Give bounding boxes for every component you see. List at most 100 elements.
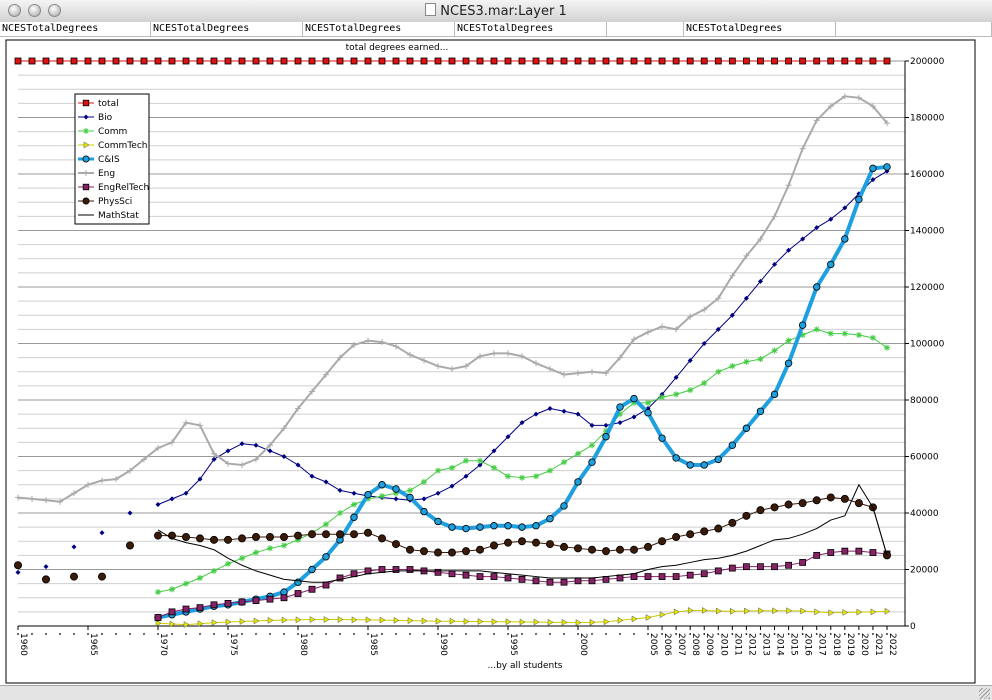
data-point	[658, 434, 666, 442]
x-tick-label: 2011	[732, 633, 742, 656]
legend-label: Eng	[98, 169, 115, 179]
data-point	[616, 403, 624, 411]
data-point	[322, 553, 330, 561]
column-header-row: NCESTotalDegrees NCESTotalDegrees NCESTo…	[0, 22, 992, 37]
data-point	[700, 57, 708, 65]
data-point	[463, 457, 469, 464]
data-point	[574, 57, 582, 65]
data-point	[70, 57, 78, 65]
data-point	[336, 574, 344, 582]
data-point	[714, 567, 722, 575]
x-tick-label: 2015	[789, 633, 799, 656]
data-point	[211, 450, 217, 457]
minimize-window-button[interactable]	[28, 4, 41, 17]
x-minor-tick	[493, 633, 495, 635]
window-title-text: NCES3.mar:Layer 1	[440, 4, 567, 19]
legend-item: Comm	[78, 127, 127, 137]
plot-frame	[5, 39, 976, 684]
data-point	[181, 533, 190, 542]
data-point	[197, 422, 203, 429]
data-point	[126, 57, 134, 65]
series-engreltech	[154, 547, 891, 621]
data-point	[617, 354, 623, 361]
data-point	[799, 559, 807, 566]
data-point	[771, 213, 778, 220]
data-point	[225, 448, 231, 454]
data-point	[588, 57, 596, 65]
data-point	[855, 57, 863, 65]
data-point	[560, 502, 568, 510]
x-minor-tick	[437, 633, 439, 635]
data-point	[714, 524, 723, 533]
data-point	[546, 540, 555, 549]
x-axis: 1960 1965 1970 1975 1980 1985 1990 1995 2000 2005…	[17, 625, 905, 656]
column-header-3[interactable]: NCESTotalDegrees	[303, 22, 455, 36]
data-point	[841, 547, 849, 555]
data-point	[827, 103, 834, 110]
data-point	[154, 614, 162, 621]
x-tick-label: 2016	[803, 633, 813, 656]
data-point	[295, 405, 301, 412]
data-point	[225, 560, 231, 567]
x-minor-tick	[872, 633, 874, 635]
close-window-button[interactable]	[8, 4, 21, 17]
legend-label: CommTech	[98, 141, 147, 151]
data-point	[476, 57, 484, 65]
column-header-1[interactable]: NCESTotalDegrees	[0, 22, 151, 36]
data-point	[687, 387, 694, 394]
data-point	[449, 365, 455, 372]
data-point	[757, 235, 764, 242]
data-point	[490, 573, 498, 580]
column-header-5[interactable]	[607, 22, 684, 36]
column-header-4[interactable]: NCESTotalDegrees	[455, 22, 607, 36]
data-point	[812, 496, 821, 505]
data-point	[84, 57, 92, 65]
data-point	[631, 615, 638, 623]
x-minor-tick	[381, 633, 383, 635]
column-header-2[interactable]: NCESTotalDegrees	[151, 22, 303, 36]
data-point	[813, 283, 821, 291]
data-point	[856, 608, 863, 616]
data-point	[322, 57, 330, 65]
data-point	[378, 481, 386, 489]
data-point	[519, 618, 526, 626]
x-tick-label: 2018	[831, 633, 841, 656]
data-point	[449, 617, 456, 625]
series-group	[13, 57, 892, 629]
data-point	[518, 523, 526, 531]
data-point	[43, 497, 49, 504]
data-point	[869, 549, 877, 556]
data-point	[294, 590, 302, 597]
legend-item: PhysSci	[78, 197, 132, 207]
data-point	[505, 350, 511, 357]
data-point	[770, 390, 779, 399]
x-minor-tick	[395, 633, 397, 635]
data-point	[267, 448, 273, 454]
x-minor-tick	[647, 633, 649, 635]
data-point	[434, 57, 442, 65]
resize-grip-icon[interactable]	[979, 688, 990, 699]
y-tick-label: 200000	[910, 57, 945, 67]
data-point	[575, 450, 581, 457]
data-point	[714, 455, 722, 464]
data-point	[407, 487, 413, 494]
window-titlebar: NCES3.mar:Layer 1	[0, 0, 992, 23]
data-point	[211, 567, 217, 574]
data-point	[547, 618, 554, 626]
data-point	[547, 467, 553, 474]
column-header-7[interactable]	[836, 22, 992, 36]
data-point	[168, 57, 176, 65]
data-point	[293, 531, 302, 540]
x-tick-label: 2008	[690, 633, 700, 656]
data-point	[617, 420, 623, 426]
x-tick-label: 2021	[873, 633, 883, 656]
column-header-6[interactable]: NCESTotalDegrees	[684, 22, 836, 36]
x-minor-tick	[591, 633, 593, 635]
y-tick-label: 180000	[910, 114, 945, 124]
data-point	[267, 442, 273, 449]
data-point	[533, 360, 539, 367]
data-point	[98, 57, 106, 65]
data-point	[772, 261, 778, 267]
zoom-window-button[interactable]	[48, 4, 61, 17]
data-point	[504, 522, 512, 530]
